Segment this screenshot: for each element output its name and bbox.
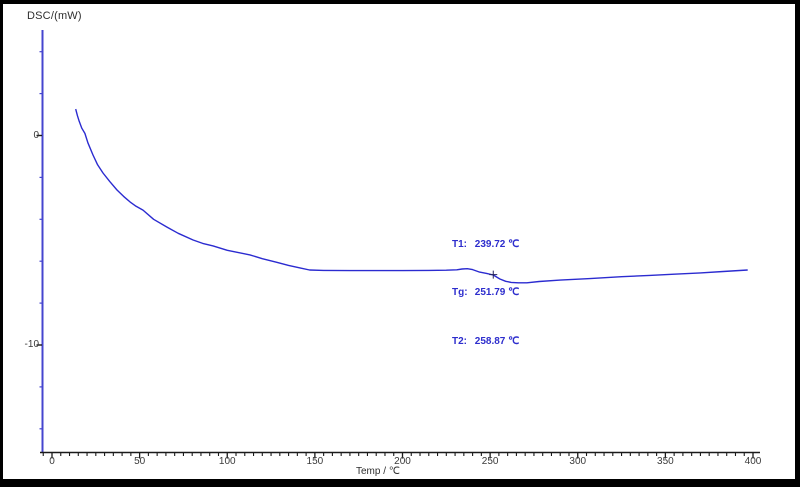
annotation-t2-label: T2: [452,336,467,348]
chart-canvas [3,4,795,479]
annotation-t1-value: 239.72 ℃ [474,238,520,250]
x-tick-label-100: 100 [218,456,236,467]
annotation-t1-label: T1: [452,238,467,250]
transition-annotations: T1: 239.72 ℃ Tg: 251.79 ℃ T2: 258.87 ℃ [452,204,519,383]
x-tick-label-150: 150 [306,456,324,467]
x-tick-label-250: 250 [481,456,499,467]
dsc-curve [75,108,748,284]
y-tick-label--10: -10 [24,339,39,350]
x-tick-label-400: 400 [744,456,762,467]
x-tick-label-50: 50 [134,456,146,467]
annotation-tg-value: 251.79 ℃ [474,287,520,299]
x-tick-label-200: 200 [394,456,411,467]
y-tick-label-0: 0 [33,129,39,141]
x-tick-label-300: 300 [569,456,587,467]
x-tick-label-350: 350 [657,456,674,467]
y-axis-title: DSC/(mW) [27,10,82,22]
annotation-tg: Tg: 251.79 ℃ [452,285,519,301]
annotation-t2-value: 258.87 ℃ [474,336,520,348]
annotation-tg-label: Tg: [452,287,468,299]
x-axis-title: Temp / ℃ [355,466,401,477]
annotation-t2: T2: 258.87 ℃ [452,334,519,350]
annotation-t1: T1: 239.72 ℃ [452,237,519,253]
x-tick-label-0: 0 [49,456,55,467]
